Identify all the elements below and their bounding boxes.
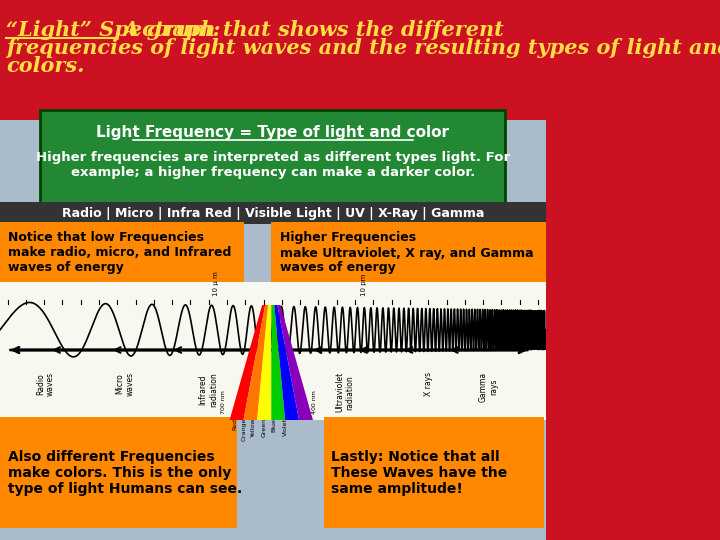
Text: Blue: Blue bbox=[271, 418, 276, 432]
Text: Violet: Violet bbox=[283, 418, 288, 436]
Polygon shape bbox=[230, 305, 265, 420]
Text: Radio | Micro | Infra Red | Visible Light | UV | X-Ray | Gamma: Radio | Micro | Infra Red | Visible Ligh… bbox=[62, 206, 484, 219]
Text: colors.: colors. bbox=[6, 56, 84, 76]
FancyBboxPatch shape bbox=[0, 222, 244, 284]
FancyBboxPatch shape bbox=[271, 222, 547, 284]
Text: Also different Frequencies
make colors. This is the only
type of light Humans ca: Also different Frequencies make colors. … bbox=[8, 450, 242, 496]
Text: Yellow: Yellow bbox=[251, 418, 256, 437]
Polygon shape bbox=[243, 305, 269, 420]
FancyBboxPatch shape bbox=[0, 202, 546, 224]
Text: Visible
light: Visible light bbox=[263, 372, 282, 397]
Text: Notice that low Frequencies
make radio, micro, and Infrared
waves of energy: Notice that low Frequencies make radio, … bbox=[8, 232, 231, 274]
Text: 10 pm: 10 pm bbox=[361, 274, 366, 296]
Polygon shape bbox=[271, 305, 285, 420]
Text: “Light” Spectrum:: “Light” Spectrum: bbox=[6, 20, 220, 40]
Text: Radio
waves: Radio waves bbox=[36, 372, 55, 396]
Polygon shape bbox=[257, 305, 271, 420]
Text: Gamma
rays: Gamma rays bbox=[479, 372, 498, 402]
FancyBboxPatch shape bbox=[0, 0, 546, 120]
Polygon shape bbox=[274, 305, 299, 420]
Text: Micro
waves: Micro waves bbox=[115, 372, 135, 396]
Text: Light Frequency = Type of light and color: Light Frequency = Type of light and colo… bbox=[96, 125, 449, 139]
Polygon shape bbox=[277, 305, 313, 420]
FancyBboxPatch shape bbox=[0, 282, 546, 420]
Text: Orange: Orange bbox=[241, 418, 246, 441]
Text: frequencies of light waves and the resulting types of light and: frequencies of light waves and the resul… bbox=[6, 38, 720, 58]
FancyBboxPatch shape bbox=[40, 110, 505, 204]
Text: 10 μ m: 10 μ m bbox=[213, 271, 219, 296]
FancyBboxPatch shape bbox=[0, 417, 237, 528]
Text: Higher frequencies are interpreted as different types light. For
example; a high: Higher frequencies are interpreted as di… bbox=[36, 151, 510, 179]
Text: X rays: X rays bbox=[423, 372, 433, 396]
Text: A graph that shows the different: A graph that shows the different bbox=[116, 20, 504, 40]
Text: Infrared
radiation: Infrared radiation bbox=[199, 372, 218, 407]
Text: 400 nm: 400 nm bbox=[312, 390, 317, 414]
Text: Red: Red bbox=[233, 418, 238, 430]
Text: 700 nm: 700 nm bbox=[221, 390, 226, 414]
Text: Higher Frequencies
make Ultraviolet, X ray, and Gamma
waves of energy: Higher Frequencies make Ultraviolet, X r… bbox=[280, 232, 534, 274]
FancyBboxPatch shape bbox=[0, 120, 546, 540]
Text: Lastly: Notice that all
These Waves have the
same amplitude!: Lastly: Notice that all These Waves have… bbox=[331, 450, 508, 496]
Text: Green: Green bbox=[261, 418, 266, 437]
Text: Ultraviolet
radiation: Ultraviolet radiation bbox=[335, 372, 354, 412]
FancyBboxPatch shape bbox=[323, 417, 544, 528]
